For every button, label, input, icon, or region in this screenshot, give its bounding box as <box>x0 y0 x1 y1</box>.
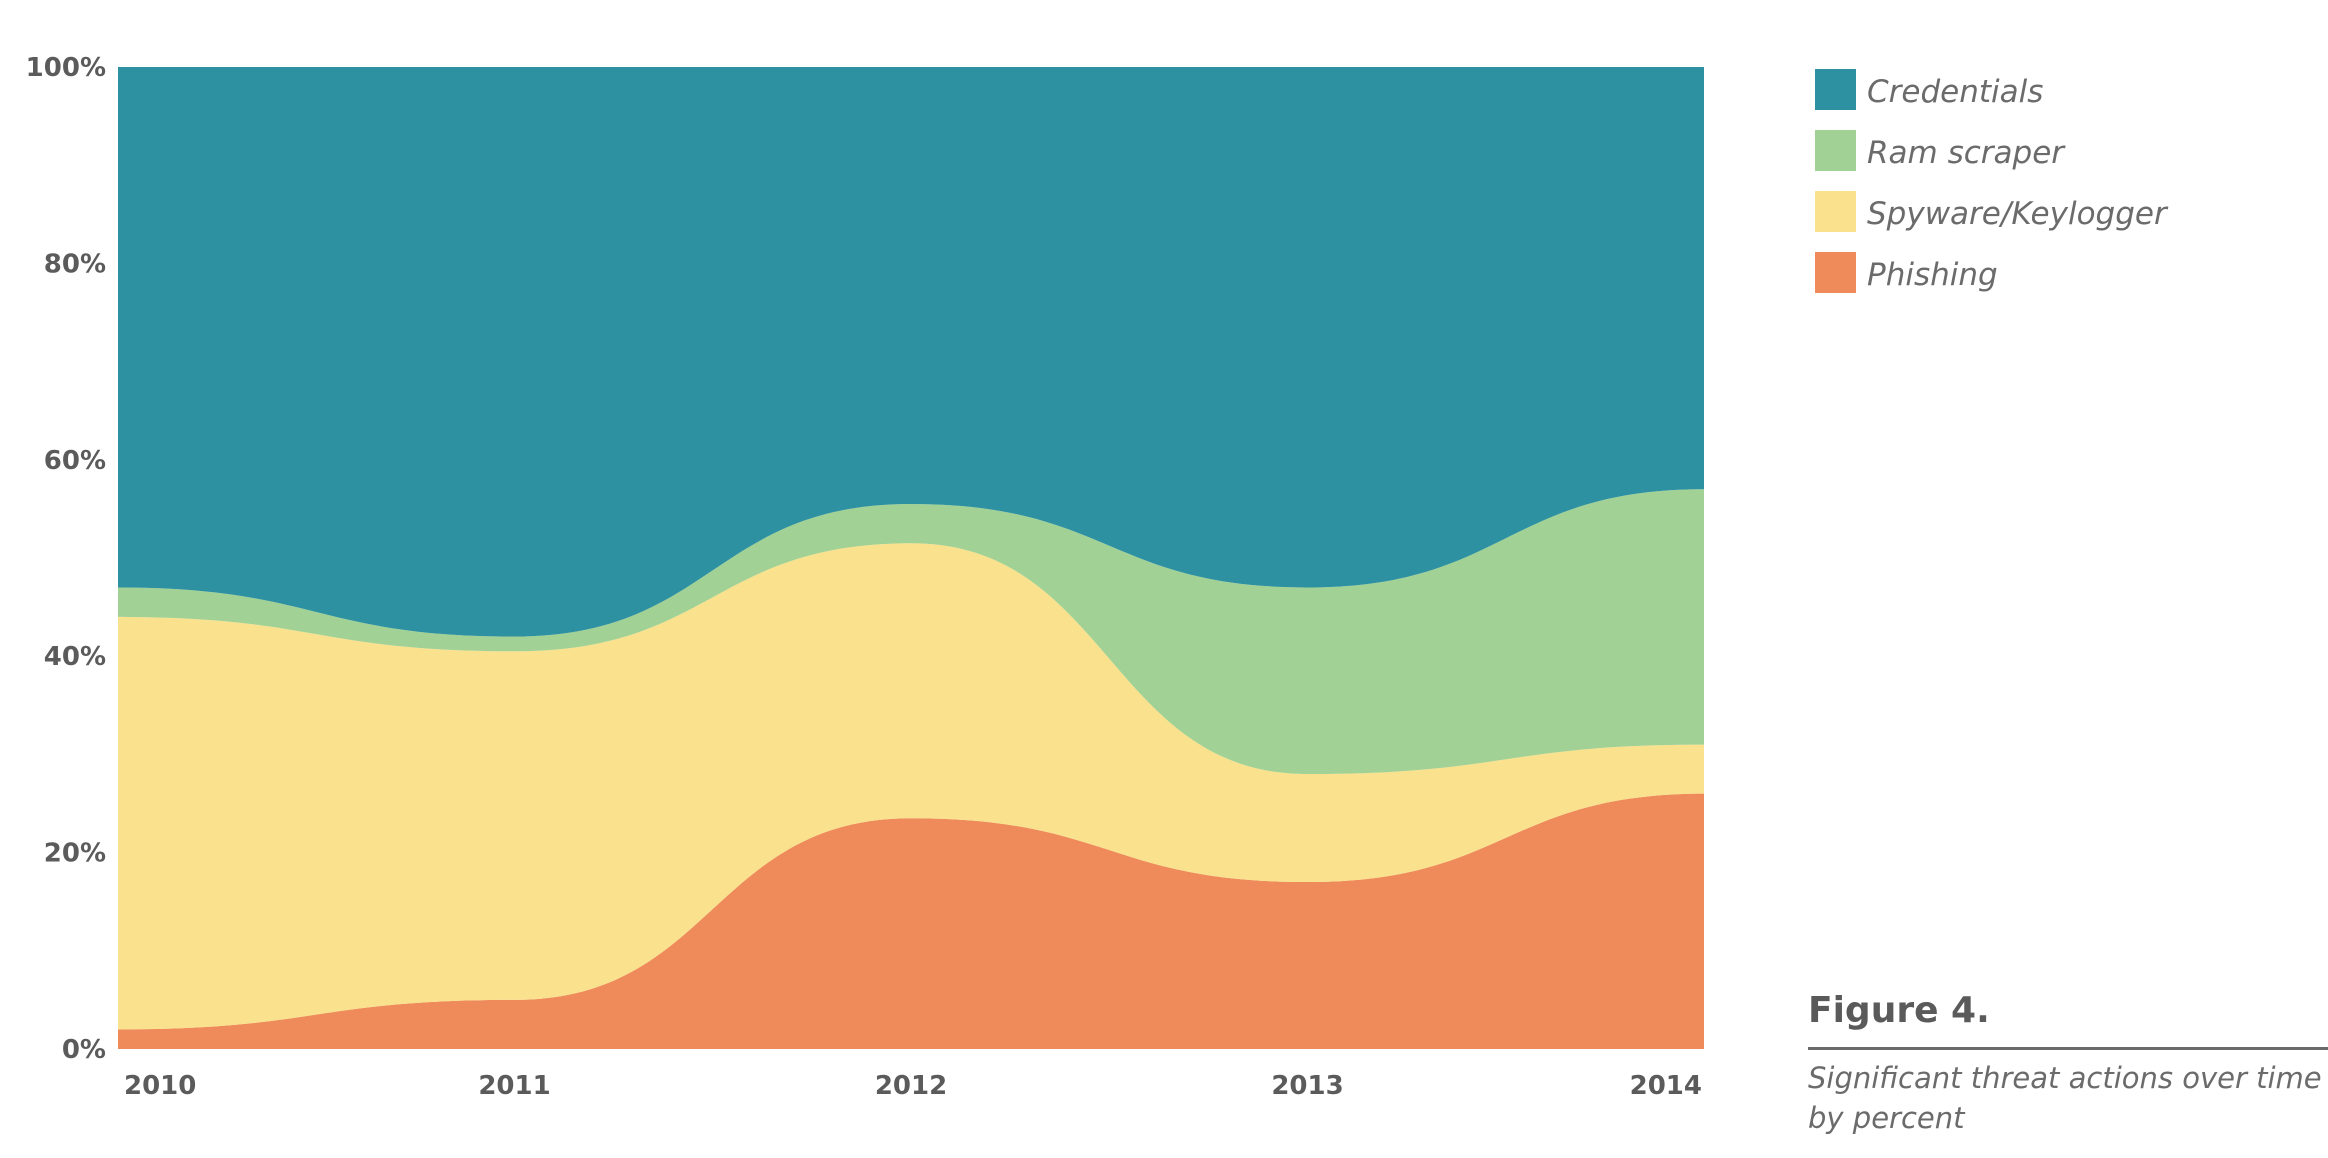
y-tick-label: 40% <box>44 642 106 672</box>
x-tick-label: 2012 <box>875 1071 947 1101</box>
figure-title: Figure 4. <box>1808 990 1990 1031</box>
x-tick-label: 2010 <box>124 1071 196 1101</box>
legend-swatch-ram-scraper <box>1815 130 1856 171</box>
legend-label-ram-scraper: Ram scraper <box>1867 135 2065 171</box>
area-spyware-keylogger <box>118 543 1704 1030</box>
x-axis-ticks: 2010 2011 2012 2013 2014 <box>124 1071 1702 1101</box>
legend-label-spyware-keylogger: Spyware/Keylogger <box>1867 196 2167 232</box>
chart-areas <box>118 67 1704 1049</box>
x-tick-label: 2011 <box>478 1071 550 1101</box>
area-phishing <box>118 793 1704 1049</box>
legend-swatch-spyware-keylogger <box>1815 191 1856 232</box>
legend-swatch-credentials <box>1815 69 1856 110</box>
y-tick-label: 100% <box>26 53 106 83</box>
area-credentials <box>118 67 1704 637</box>
figure-divider <box>1808 1047 2328 1050</box>
figure-caption: Significant threat actions over time by … <box>1808 1061 2322 1135</box>
x-tick-label: 2013 <box>1271 1071 1343 1101</box>
legend-swatch-phishing <box>1815 252 1856 293</box>
stacked-area-chart: 0% 20% 40% 60% 80% 100% 2010 2011 2012 2013 2014 <box>26 53 1704 1101</box>
y-axis-ticks: 0% 20% 40% 60% 80% 100% <box>26 53 106 1065</box>
legend-label-credentials: Credentials <box>1867 74 2044 110</box>
legend-label-phishing: Phishing <box>1867 257 1998 293</box>
y-tick-label: 20% <box>44 839 106 869</box>
y-tick-label: 60% <box>44 446 106 476</box>
area-ram-scraper <box>118 489 1704 775</box>
y-tick-label: 0% <box>62 1035 106 1065</box>
x-tick-label: 2014 <box>1630 1071 1702 1101</box>
y-tick-label: 80% <box>44 249 106 279</box>
